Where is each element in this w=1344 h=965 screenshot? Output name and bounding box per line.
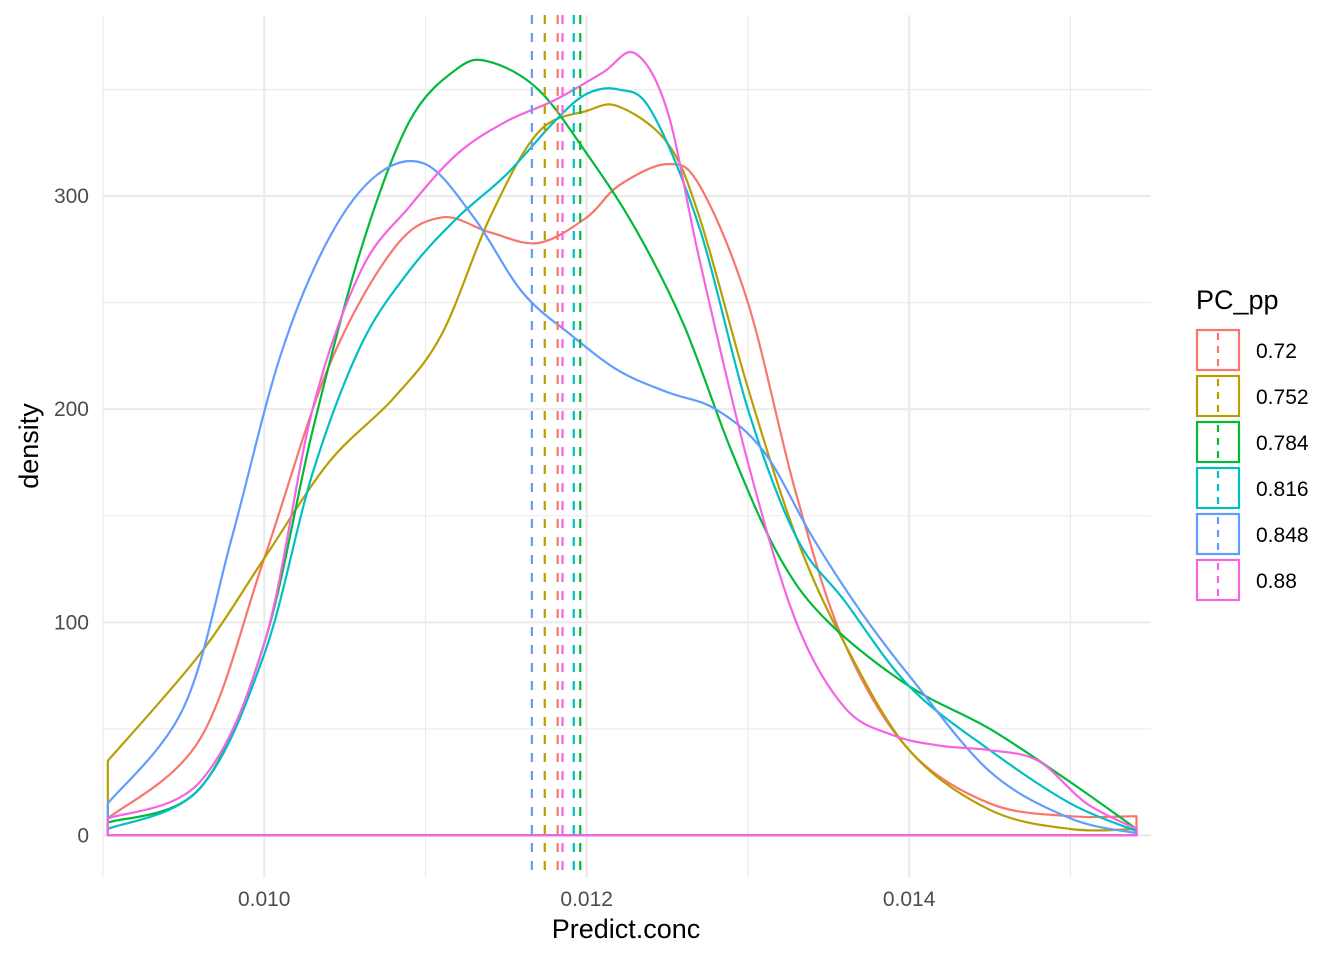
legend-item: 0.72	[1195, 328, 1297, 372]
x-tick-label: 0.012	[560, 888, 613, 911]
legend-label: 0.816	[1256, 478, 1309, 501]
x-tick-label: 0.014	[883, 888, 936, 911]
grid	[102, 15, 1151, 878]
y-axis-ticks: 0 100 200 300	[54, 185, 89, 847]
legend-key	[1195, 420, 1241, 464]
y-axis-title: density	[14, 403, 44, 489]
legend-item: 0.816	[1195, 466, 1309, 510]
density-curve-2	[106, 103, 1138, 837]
legend-items: 0.72 0.752 0.784 0.816 0.848 0.88	[1195, 328, 1309, 602]
density-curve-1	[106, 163, 1138, 837]
legend-key	[1195, 466, 1241, 510]
legend-label: 0.88	[1256, 570, 1297, 593]
legend-label: 0.752	[1256, 386, 1309, 409]
density-curve-6	[106, 50, 1138, 837]
legend-label: 0.848	[1256, 524, 1309, 547]
density-curve-3	[106, 58, 1138, 837]
legend-label: 0.72	[1256, 340, 1297, 363]
legend-title: PC_pp	[1196, 285, 1279, 315]
legend-key	[1195, 374, 1241, 418]
legend-item: 0.88	[1195, 558, 1297, 602]
density-curve-4	[106, 87, 1138, 837]
legend-key	[1195, 558, 1241, 602]
legend-key	[1195, 512, 1241, 556]
y-tick-label: 0	[77, 824, 89, 847]
y-tick-label: 300	[54, 185, 89, 208]
legend-key	[1195, 328, 1241, 372]
legend-item: 0.848	[1195, 512, 1309, 556]
x-axis-title: Predict.conc	[552, 914, 701, 944]
series-curves	[106, 50, 1138, 837]
legend: PC_pp 0.72 0.752 0.784 0.816 0.848 0.88	[1195, 285, 1309, 602]
density-curve-5	[106, 159, 1138, 837]
legend-item: 0.752	[1195, 374, 1309, 418]
legend-label: 0.784	[1256, 432, 1309, 455]
y-tick-label: 200	[54, 398, 89, 421]
legend-item: 0.784	[1195, 420, 1309, 464]
x-tick-label: 0.010	[238, 888, 291, 911]
y-tick-label: 100	[54, 611, 89, 634]
x-axis-ticks: 0.010 0.012 0.014	[238, 888, 936, 911]
mean-lines	[530, 15, 582, 878]
